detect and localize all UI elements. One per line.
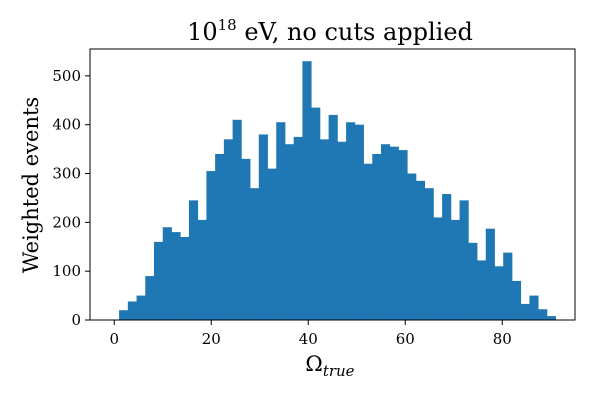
histogram-bar	[546, 316, 556, 320]
histogram-bar	[511, 280, 522, 320]
histogram-bar	[258, 134, 268, 320]
histogram-bar	[319, 139, 330, 320]
histogram-bar	[119, 310, 129, 320]
histogram-bar	[372, 153, 382, 320]
histogram-bar	[485, 228, 495, 320]
x-tick-label: 0	[109, 330, 119, 348]
histogram-bar	[136, 295, 146, 320]
plot-frame	[89, 48, 576, 321]
y-axis-label: Weighted events	[19, 97, 43, 273]
histogram-bar	[197, 219, 207, 320]
histogram-bar	[250, 188, 260, 320]
histogram-bar	[477, 260, 487, 320]
histogram-bar	[389, 146, 399, 320]
histogram-bar	[538, 309, 548, 320]
x-tick-label: 60	[396, 330, 415, 348]
histogram-bar	[206, 171, 216, 320]
histogram-bar	[180, 236, 190, 320]
y-tick-label: 300	[52, 165, 81, 183]
histogram-bar	[171, 232, 181, 320]
histogram-bar	[267, 168, 277, 320]
histogram-bar	[241, 158, 251, 320]
y-tick-label: 200	[52, 213, 81, 231]
histogram-bar	[433, 217, 443, 320]
histogram-bar	[520, 303, 530, 320]
y-ticks: 0 100 200 300 400 500	[52, 67, 90, 329]
histogram-bar	[459, 200, 469, 320]
histogram-bar	[302, 61, 312, 320]
histogram-bar	[381, 144, 391, 320]
histogram-bar	[529, 295, 539, 320]
bars-group	[119, 61, 556, 321]
histogram-bar	[328, 114, 338, 321]
histogram-bar	[346, 122, 356, 320]
histogram-bar	[407, 173, 417, 320]
histogram-bar	[232, 119, 242, 320]
histogram-bar	[215, 153, 225, 320]
histogram-bar	[424, 188, 434, 320]
y-tick-label: 400	[52, 116, 81, 134]
histogram-bar	[468, 242, 478, 320]
histogram-bar	[127, 301, 137, 320]
histogram-bar	[415, 180, 426, 320]
histogram-bar	[293, 136, 303, 320]
histogram-bar	[398, 150, 408, 320]
x-tick-label: 80	[493, 330, 512, 348]
histogram-bar	[162, 227, 172, 320]
histogram-bar	[354, 124, 364, 320]
histogram-bar	[363, 163, 373, 320]
histogram-bar	[337, 141, 347, 320]
histogram-bar	[276, 122, 286, 320]
histogram-bar	[494, 266, 504, 320]
histogram-bar	[188, 200, 199, 320]
y-tick-label: 0	[71, 311, 81, 329]
x-ticks: 0 20 40 60 80	[109, 320, 512, 348]
histogram-bar	[154, 241, 164, 320]
y-tick-label: 100	[52, 262, 81, 280]
chart-title: 1018 eV, no cuts applied	[187, 16, 473, 46]
histogram-bar	[311, 107, 321, 320]
x-tick-label: 40	[299, 330, 318, 348]
histogram-bar	[450, 219, 460, 320]
histogram-bar	[223, 139, 233, 320]
y-tick-label: 500	[52, 67, 81, 85]
histogram-bar	[145, 276, 155, 320]
x-axis-label: Ωtrue	[305, 352, 354, 380]
histogram-bar	[284, 144, 295, 320]
histogram-bar	[442, 194, 452, 320]
x-tick-label: 20	[202, 330, 221, 348]
histogram-bar	[503, 252, 513, 320]
